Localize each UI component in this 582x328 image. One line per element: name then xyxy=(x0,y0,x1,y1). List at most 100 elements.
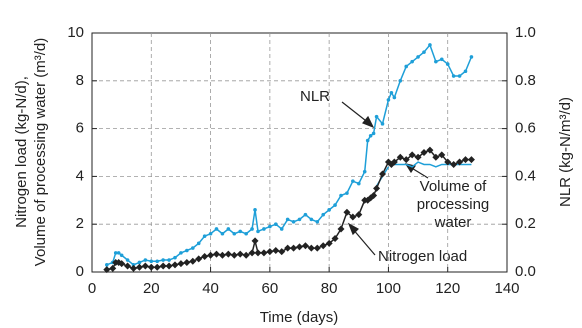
point xyxy=(296,243,303,251)
point xyxy=(333,203,337,207)
point xyxy=(365,138,370,143)
annotation: NLR xyxy=(300,88,330,105)
point xyxy=(374,114,379,119)
point xyxy=(325,239,333,247)
point xyxy=(230,251,238,259)
point xyxy=(370,192,378,200)
point xyxy=(420,149,428,156)
point xyxy=(147,263,155,271)
point xyxy=(428,43,432,47)
point xyxy=(379,170,386,178)
point xyxy=(273,222,278,226)
point xyxy=(422,50,426,54)
point xyxy=(260,249,268,257)
point xyxy=(189,257,197,265)
point xyxy=(165,262,173,270)
point xyxy=(307,244,315,252)
point xyxy=(250,227,254,231)
point xyxy=(256,229,260,234)
x-tick-label: 80 xyxy=(321,280,338,297)
point xyxy=(291,220,296,224)
x-axis-label: Time (days) xyxy=(260,309,339,326)
point xyxy=(398,79,403,83)
point xyxy=(213,250,220,258)
y2-tick-label: 0.6 xyxy=(515,120,536,137)
point xyxy=(362,169,367,174)
point xyxy=(404,64,409,69)
point xyxy=(456,158,464,166)
point xyxy=(161,258,165,262)
y2-tick-label: 0.8 xyxy=(515,72,536,89)
point xyxy=(254,249,262,257)
point xyxy=(426,146,434,154)
point xyxy=(179,251,183,255)
y2-tick-label: 0.0 xyxy=(515,263,536,280)
y-axis-label: Volume of processing water (m³/d) xyxy=(32,38,49,266)
point xyxy=(207,251,215,259)
point xyxy=(238,229,243,234)
point xyxy=(226,227,231,231)
point xyxy=(337,225,345,233)
point xyxy=(327,208,331,212)
point xyxy=(135,263,143,271)
point xyxy=(349,213,357,221)
point xyxy=(410,59,414,64)
point xyxy=(159,262,167,270)
point xyxy=(141,262,149,270)
point xyxy=(368,133,373,138)
point xyxy=(462,156,469,164)
point xyxy=(386,98,391,102)
point xyxy=(253,208,257,212)
point xyxy=(278,248,286,256)
point xyxy=(124,262,132,270)
point xyxy=(414,153,422,161)
point xyxy=(143,258,148,262)
x-tick-label: 100 xyxy=(376,280,401,297)
point xyxy=(315,220,320,224)
point xyxy=(208,231,213,236)
point xyxy=(183,258,191,266)
y2-tick-label: 1.0 xyxy=(515,24,536,41)
y-tick-label: 8 xyxy=(76,72,84,89)
annotation: Volume of processing water xyxy=(416,178,490,231)
point xyxy=(463,69,468,74)
x-tick-label: 0 xyxy=(88,280,96,297)
x-tick-label: 60 xyxy=(262,280,279,297)
point xyxy=(373,184,381,192)
point xyxy=(339,193,343,198)
point xyxy=(131,263,136,267)
point xyxy=(248,249,256,257)
point xyxy=(438,151,446,159)
y-tick-label: 4 xyxy=(76,167,84,184)
point xyxy=(444,158,452,166)
point xyxy=(167,258,171,262)
point xyxy=(451,74,456,78)
point xyxy=(390,158,398,166)
x-tick-label: 20 xyxy=(143,280,160,297)
plot-frame xyxy=(91,32,508,273)
point xyxy=(118,260,126,268)
y2-axis-label: NLR (kg-N/m³/d) xyxy=(557,97,574,207)
y-tick-label: 2 xyxy=(76,215,84,232)
point xyxy=(445,62,450,66)
point xyxy=(105,263,109,267)
point xyxy=(272,246,280,254)
point xyxy=(116,251,121,255)
point xyxy=(137,260,142,265)
point xyxy=(171,261,179,269)
point xyxy=(380,122,385,126)
point xyxy=(351,179,355,183)
point xyxy=(113,251,118,255)
annotation: Nitrogen load xyxy=(378,248,467,265)
point xyxy=(355,211,363,219)
point xyxy=(242,251,250,259)
point xyxy=(371,131,376,136)
point xyxy=(103,266,111,274)
point xyxy=(190,246,195,250)
point xyxy=(173,255,177,260)
point xyxy=(450,160,458,168)
point xyxy=(313,244,321,252)
point xyxy=(408,151,416,159)
point xyxy=(279,227,284,231)
point xyxy=(432,153,440,161)
